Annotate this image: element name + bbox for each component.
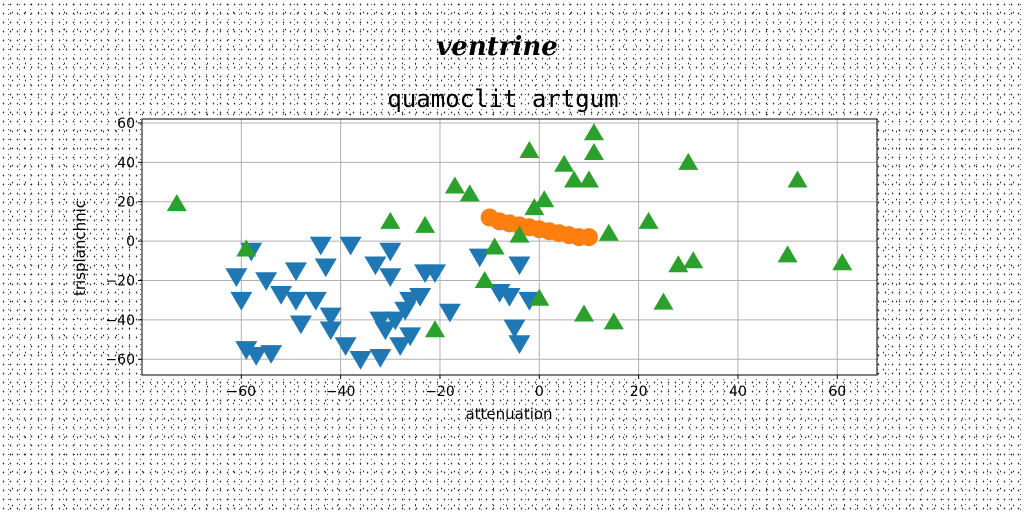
data-point [304, 291, 327, 311]
data-point [638, 211, 659, 229]
chart-title: quamoclit artgum [387, 85, 618, 113]
data-point [260, 345, 283, 364]
data-point [339, 236, 362, 256]
data-point [564, 170, 585, 188]
data-point [468, 248, 491, 268]
grid [142, 119, 877, 375]
data-point [380, 211, 401, 229]
y-tick-label: −60 [105, 352, 135, 368]
data-point [379, 242, 402, 262]
data-point [579, 228, 598, 247]
y-tick-label: 20 [117, 195, 135, 211]
data-point [399, 327, 422, 347]
data-point [255, 272, 278, 291]
data-point [787, 170, 808, 188]
data-point [364, 256, 387, 276]
axis-ticks: −60 −40 −20 0 20 40 60 −60 −40 −20 0 20 40 60 [105, 116, 846, 400]
x-tick-label: −40 [326, 384, 356, 400]
data-point [583, 142, 604, 160]
data-point [374, 321, 397, 341]
data-point [230, 291, 253, 311]
data-point [289, 315, 312, 335]
y-tick-label: −20 [105, 273, 135, 289]
data-point [319, 307, 342, 327]
data-point [424, 264, 447, 284]
data-point [225, 268, 248, 287]
series-2 [480, 208, 598, 247]
data-point [369, 311, 392, 331]
data-point [524, 198, 545, 216]
data-point [319, 321, 342, 341]
data-point [379, 268, 402, 287]
data-point [384, 311, 407, 331]
data-point [508, 256, 531, 276]
data-point [529, 288, 550, 306]
y-axis-label: trisplanchnic [71, 200, 89, 296]
data-point [534, 190, 555, 208]
data-point [314, 258, 337, 278]
data-point [245, 347, 268, 366]
y-tick-label: 40 [117, 155, 135, 171]
y-tick-label: −40 [105, 313, 135, 329]
data-point [235, 341, 258, 360]
data-point [508, 335, 531, 354]
data-point [598, 223, 619, 241]
data-point [554, 154, 575, 172]
y-tick-label: 60 [117, 116, 135, 132]
data-point [166, 194, 187, 212]
data-point [603, 312, 624, 330]
chart-suptitle: ventrine [436, 32, 558, 62]
data-point [509, 225, 530, 243]
x-tick-label: −60 [227, 384, 257, 400]
data-point [409, 287, 432, 307]
x-tick-label: 60 [828, 384, 846, 400]
data-point [425, 320, 446, 338]
data-point [583, 123, 604, 141]
data-point [438, 303, 461, 323]
y-tick-label: 0 [126, 234, 135, 250]
data-point [678, 152, 699, 170]
data-point [284, 291, 307, 311]
data-point [349, 350, 372, 370]
x-tick-label: 40 [729, 384, 747, 400]
data-point [498, 287, 521, 307]
data-point [777, 245, 798, 263]
data-point [309, 236, 332, 256]
data-point [369, 349, 392, 368]
data-point [503, 319, 526, 339]
series-3 [166, 123, 853, 338]
data-series [166, 123, 853, 370]
plot-frame [141, 118, 878, 376]
data-point [578, 170, 599, 188]
x-tick-label: −20 [425, 384, 455, 400]
data-point [484, 237, 505, 255]
x-tick-label: 0 [535, 384, 544, 400]
data-point [519, 141, 540, 159]
data-point [389, 337, 412, 356]
data-point [474, 270, 495, 288]
data-point [832, 253, 853, 271]
data-point [236, 239, 257, 257]
data-point [459, 184, 480, 202]
data-point [334, 337, 357, 356]
data-point [415, 215, 436, 233]
data-point [444, 176, 465, 194]
plot-area [142, 119, 877, 375]
data-point [668, 255, 689, 273]
data-point [683, 251, 704, 269]
x-tick-label: 20 [630, 384, 648, 400]
data-point [270, 286, 293, 305]
x-axis-label: attenuation [465, 405, 552, 423]
data-point [573, 304, 594, 322]
data-point [653, 292, 674, 310]
data-point [284, 262, 307, 282]
